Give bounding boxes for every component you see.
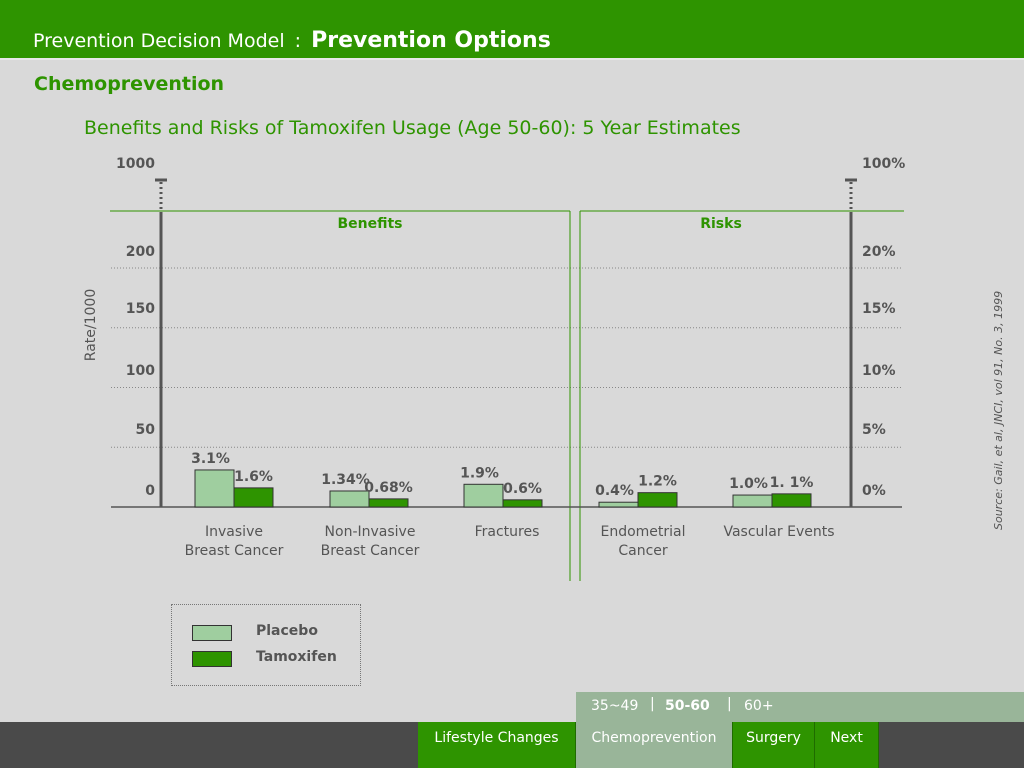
- left-tick-label: 150: [126, 301, 155, 317]
- tamoxifen-bar-chart: Benefits Risks 0 50 100 150 200 1000 0% 5% 10% 15% 2…: [83, 156, 905, 581]
- data-label-tamoxifen: 0.68%: [364, 480, 413, 496]
- right-tick-label: 10%: [862, 363, 896, 379]
- bar-tamoxifen-3: [637, 492, 678, 508]
- data-label-placebo: 1.9%: [460, 465, 499, 481]
- page-title: Prevention Options: [311, 28, 551, 53]
- bar-placebo-4: [732, 494, 773, 508]
- age-separator: |: [727, 696, 732, 712]
- app-name: Prevention Decision Model: [33, 30, 285, 52]
- data-label-placebo: 1.0%: [729, 476, 768, 492]
- category-label: Non-Invasive: [325, 524, 416, 540]
- right-tick-label: 15%: [862, 301, 896, 317]
- chart-legend: Placebo Tamoxifen: [171, 604, 361, 686]
- left-tick-label: 50: [136, 422, 156, 438]
- legend-label-tamoxifen: Tamoxifen: [256, 649, 337, 665]
- right-tick-label: 20%: [862, 244, 896, 260]
- age-range-selector: 35~49 | 50-60 | 60+: [576, 692, 1024, 722]
- legend-label-placebo: Placebo: [256, 623, 318, 639]
- nav-button-surgery[interactable]: Surgery: [733, 722, 815, 768]
- category-label: Vascular Events: [723, 524, 834, 540]
- chart-title: Benefits and Risks of Tamoxifen Usage (A…: [84, 117, 741, 139]
- category-label: Invasive: [205, 524, 263, 540]
- category-label: Fractures: [475, 524, 540, 540]
- app-title: Prevention Decision Model : Prevention O…: [33, 28, 551, 53]
- age-option-50-60[interactable]: 50-60: [665, 698, 710, 714]
- category-label: Cancer: [618, 543, 668, 559]
- left-tick-label: 100: [126, 363, 155, 379]
- left-tick-label: 1000: [116, 156, 155, 172]
- legend-swatch-placebo: [192, 625, 232, 641]
- data-label-tamoxifen: 0.6%: [503, 481, 542, 497]
- next-button[interactable]: Next: [815, 722, 879, 768]
- header-bar: Prevention Decision Model : Prevention O…: [0, 0, 1024, 60]
- y-axis-title: Rate/1000: [83, 289, 99, 361]
- bar-tamoxifen-1: [368, 498, 409, 508]
- bar-tamoxifen-0: [233, 487, 274, 508]
- data-label-placebo: 1.34%: [321, 472, 370, 488]
- footer-nav: Lifestyle Changes Chemoprevention Surger…: [0, 722, 1024, 768]
- bar-placebo-3: [598, 501, 639, 508]
- bar-tamoxifen-2: [502, 499, 543, 508]
- category-label: Breast Cancer: [321, 543, 420, 559]
- right-tick-label: 5%: [862, 422, 886, 438]
- source-note: Source: Gail, et al, JNCI, vol 91, No. 3…: [992, 290, 1005, 530]
- bar-placebo-2: [463, 483, 504, 508]
- data-label-placebo: 3.1%: [191, 451, 230, 467]
- title-separator: :: [294, 30, 302, 52]
- age-option-35-49[interactable]: 35~49: [591, 698, 639, 714]
- bar-tamoxifen-4: [771, 493, 812, 508]
- data-label-tamoxifen: 1. 1%: [770, 475, 814, 491]
- data-label-tamoxifen: 1.6%: [234, 469, 273, 485]
- group-label-risks: Risks: [700, 216, 742, 232]
- right-tick-label: 100%: [862, 156, 905, 172]
- data-label-tamoxifen: 1.2%: [638, 474, 677, 490]
- section-title: Chemoprevention: [34, 73, 225, 95]
- data-label-placebo: 0.4%: [595, 483, 634, 499]
- legend-swatch-tamoxifen: [192, 651, 232, 667]
- nav-button-lifestyle-changes[interactable]: Lifestyle Changes: [418, 722, 576, 768]
- left-tick-label: 200: [126, 244, 155, 260]
- age-option-60-plus[interactable]: 60+: [744, 698, 774, 714]
- bar-placebo-0: [194, 469, 235, 508]
- group-label-benefits: Benefits: [337, 216, 402, 232]
- category-label: Endometrial: [600, 524, 685, 540]
- category-label: Breast Cancer: [185, 543, 284, 559]
- bar-placebo-1: [329, 490, 370, 508]
- right-tick-label: 0%: [862, 483, 886, 499]
- nav-button-chemoprevention[interactable]: Chemoprevention: [576, 722, 733, 768]
- left-tick-label: 0: [145, 483, 155, 499]
- age-separator: |: [650, 696, 655, 712]
